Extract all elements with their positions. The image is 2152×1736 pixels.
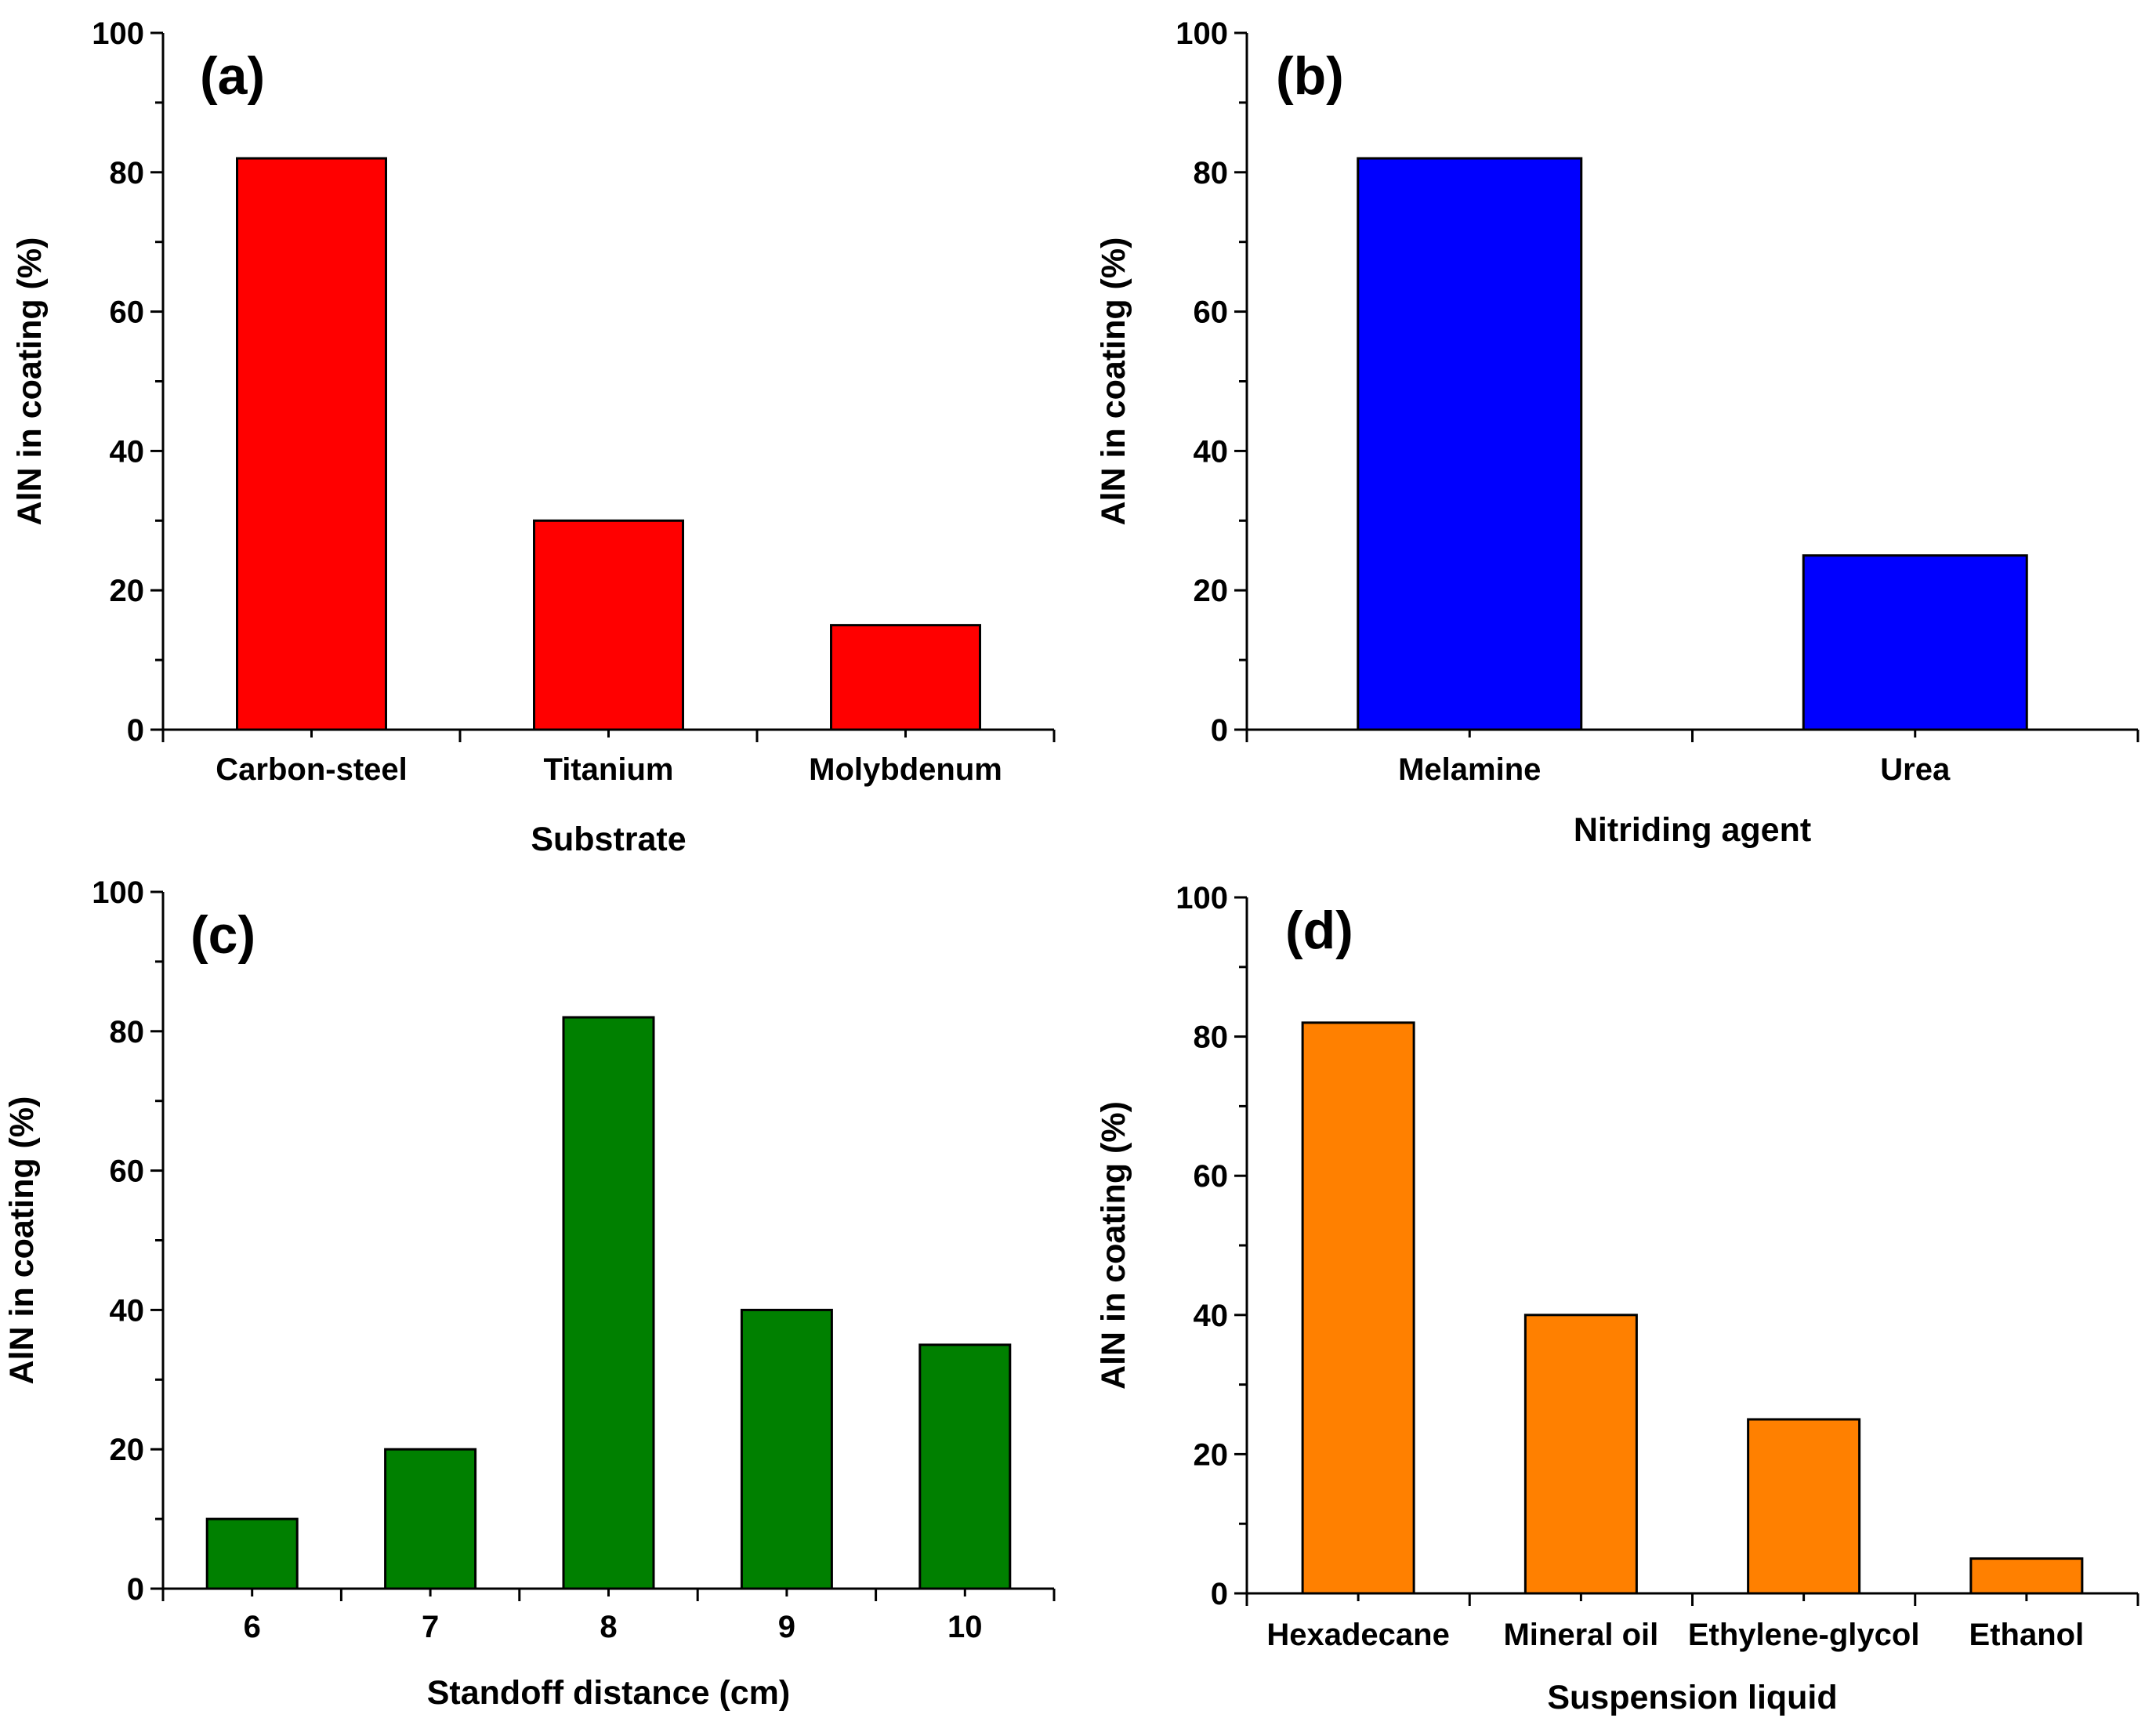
bar-hexadecane bbox=[1301, 1021, 1415, 1595]
y-tick-label: 0 bbox=[127, 1572, 144, 1607]
y-axis-title: AlN in coating (%) bbox=[11, 237, 49, 526]
bar-9 bbox=[740, 1308, 833, 1590]
bar-10 bbox=[918, 1343, 1012, 1590]
chart-panel-a: 0 20 40 60 80 100 Carbon-steel Titanium Molybden… bbox=[11, 16, 1056, 858]
x-tick-label: 8 bbox=[600, 1610, 617, 1644]
bar-ethanol bbox=[1969, 1557, 2084, 1595]
y-tick-label: 20 bbox=[1194, 1437, 1229, 1472]
x-tick-label: Melamine bbox=[1398, 752, 1541, 787]
y-tick-label: 40 bbox=[110, 434, 145, 469]
panel-label: (b) bbox=[1276, 46, 1344, 106]
y-tick-label: 60 bbox=[110, 295, 145, 330]
panel-label: (c) bbox=[190, 905, 255, 965]
y-tick-label: 100 bbox=[1176, 16, 1228, 51]
bar-molybdenum bbox=[830, 624, 981, 731]
x-tick-label: Carbon-steel bbox=[216, 752, 408, 787]
y-tick-label: 0 bbox=[1211, 1577, 1228, 1611]
panel-label: (d) bbox=[1285, 901, 1353, 960]
y-axis-title: AlN in coating (%) bbox=[1095, 1101, 1132, 1390]
chart-panel-c: 0 20 40 60 80 100 6 7 8 9 10 Standoff distance (cm)… bbox=[3, 875, 1056, 1712]
bar-melamine bbox=[1357, 157, 1583, 731]
y-tick-label: 80 bbox=[110, 156, 145, 190]
x-axis-title: Suspension liquid bbox=[1547, 1679, 1837, 1716]
chart-panel-d: 0 20 40 60 80 100 Hexadecane Mineral oil Ethylen… bbox=[1095, 881, 2139, 1716]
y-tick-label: 60 bbox=[1194, 295, 1229, 330]
bar-ethylene-glycol bbox=[1747, 1418, 1861, 1595]
x-tick-label: 10 bbox=[947, 1610, 983, 1644]
x-tick-label: 7 bbox=[422, 1610, 439, 1644]
y-axis-title: AlN in coating (%) bbox=[3, 1096, 41, 1385]
x-tick-label: 6 bbox=[244, 1610, 261, 1644]
y-tick-label: 40 bbox=[110, 1293, 145, 1328]
y-tick-label: 80 bbox=[1194, 1020, 1229, 1055]
bar-6 bbox=[205, 1517, 299, 1590]
y-tick-label: 40 bbox=[1194, 1299, 1229, 1333]
y-tick-label: 0 bbox=[1211, 713, 1228, 748]
y-tick-label: 40 bbox=[1194, 434, 1229, 469]
y-tick-label: 60 bbox=[1194, 1159, 1229, 1194]
x-tick-label: Ethanol bbox=[1969, 1618, 2085, 1652]
x-tick-label: Molybdenum bbox=[809, 752, 1002, 787]
y-tick-label: 100 bbox=[92, 875, 144, 910]
y-tick-label: 20 bbox=[110, 574, 145, 608]
y-tick-label: 100 bbox=[1176, 881, 1228, 915]
y-tick-label: 20 bbox=[110, 1433, 145, 1467]
bar-titanium bbox=[533, 519, 684, 731]
chart-panel-b: 0 20 40 60 80 100 Melamine Urea Nitriding agent A… bbox=[1095, 16, 2139, 849]
bar-carbon-steel bbox=[236, 157, 387, 731]
x-tick-label: Ethylene-glycol bbox=[1688, 1618, 1920, 1652]
bar-8 bbox=[562, 1016, 655, 1590]
y-axis-title: AlN in coating (%) bbox=[1095, 237, 1132, 526]
bar-mineral-oil bbox=[1523, 1314, 1638, 1595]
y-tick-label: 0 bbox=[127, 713, 144, 748]
x-tick-label: Urea bbox=[1880, 752, 1951, 787]
y-tick-label: 20 bbox=[1194, 574, 1229, 608]
x-tick-label: Mineral oil bbox=[1503, 1618, 1658, 1652]
x-tick-label: Hexadecane bbox=[1266, 1618, 1449, 1652]
y-tick-label: 100 bbox=[92, 16, 144, 51]
bar-7 bbox=[384, 1448, 477, 1590]
y-tick-label: 80 bbox=[110, 1015, 145, 1049]
x-tick-label: 9 bbox=[778, 1610, 795, 1644]
bar-urea bbox=[1802, 554, 2028, 731]
panel-label: (a) bbox=[200, 46, 265, 106]
x-axis-title: Substrate bbox=[531, 821, 686, 858]
x-tick-label: Titanium bbox=[544, 752, 674, 787]
y-tick-label: 80 bbox=[1194, 156, 1229, 190]
x-axis-title: Standoff distance (cm) bbox=[427, 1674, 791, 1712]
y-tick-label: 60 bbox=[110, 1154, 145, 1189]
x-axis-title: Nitriding agent bbox=[1574, 811, 1811, 849]
